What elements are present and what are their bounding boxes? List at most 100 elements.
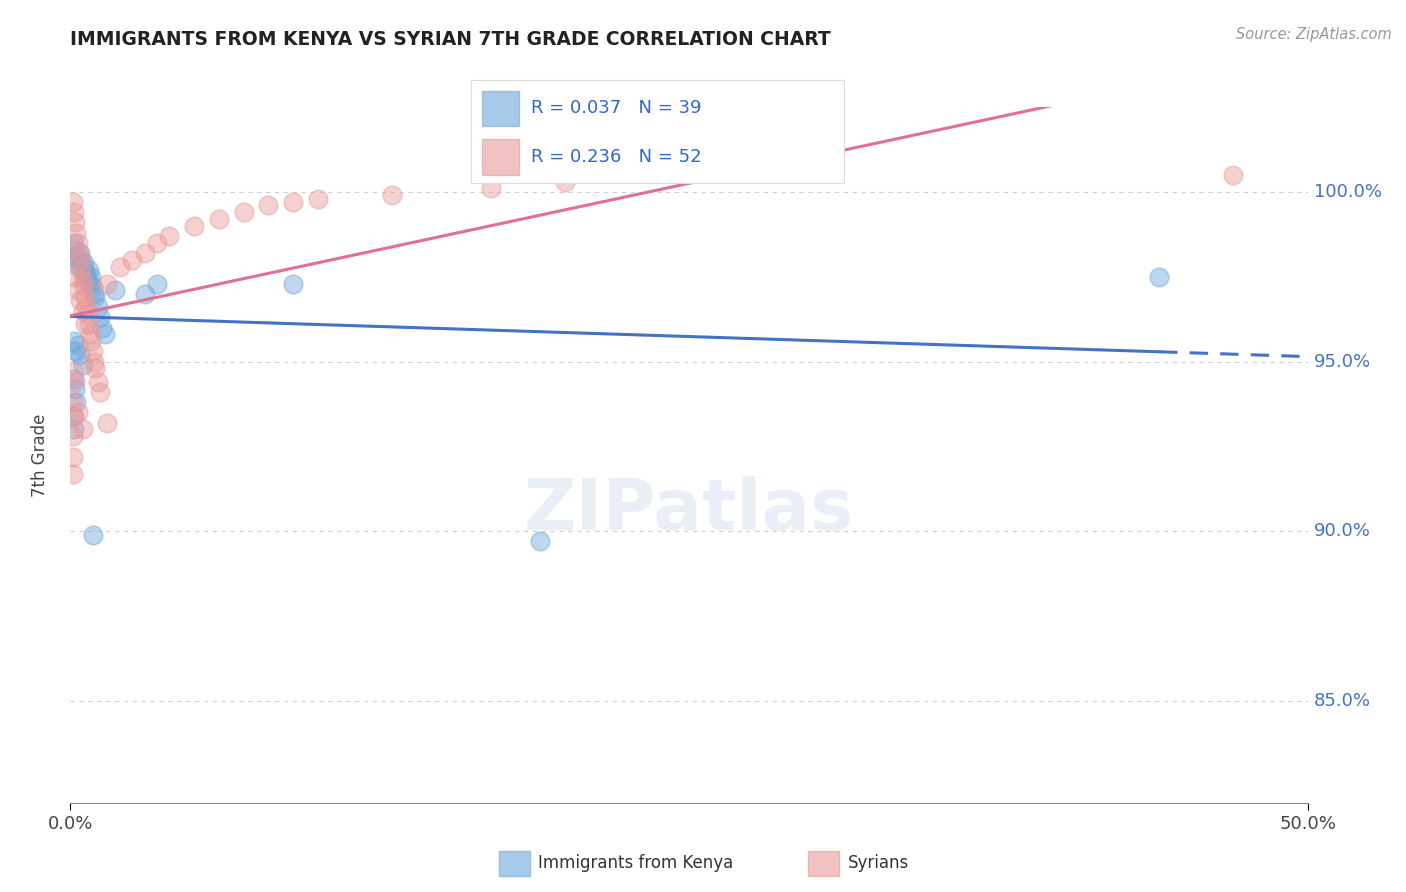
Text: ZIPatlas: ZIPatlas — [524, 476, 853, 545]
Point — [72, 422, 94, 436]
Text: 90.0%: 90.0% — [1313, 523, 1371, 541]
Point — [66, 252, 89, 267]
Point — [72, 273, 94, 287]
Point — [94, 327, 117, 342]
Point — [257, 198, 280, 212]
Point — [63, 409, 86, 423]
Point — [83, 354, 105, 368]
Point — [281, 277, 304, 291]
Point — [63, 422, 86, 436]
FancyBboxPatch shape — [482, 91, 519, 127]
Text: R = 0.236   N = 52: R = 0.236 N = 52 — [530, 148, 702, 166]
Point — [65, 243, 87, 257]
Point — [86, 300, 108, 314]
Point — [96, 416, 118, 430]
Point — [63, 371, 86, 385]
Point — [84, 290, 107, 304]
Point — [529, 534, 551, 549]
Point — [82, 280, 104, 294]
Text: 100.0%: 100.0% — [1313, 183, 1382, 201]
Point — [77, 263, 100, 277]
Text: IMMIGRANTS FROM KENYA VS SYRIAN 7TH GRADE CORRELATION CHART: IMMIGRANTS FROM KENYA VS SYRIAN 7TH GRAD… — [70, 30, 831, 49]
Point — [1222, 168, 1244, 182]
Point — [62, 195, 84, 210]
Point — [62, 450, 84, 464]
Point — [73, 256, 96, 270]
Y-axis label: 7th Grade: 7th Grade — [31, 413, 49, 497]
Point — [86, 375, 108, 389]
Point — [75, 300, 97, 314]
Point — [183, 219, 205, 233]
Point — [79, 277, 101, 291]
Point — [66, 283, 89, 297]
Point — [69, 252, 91, 267]
Point — [75, 290, 97, 304]
Point — [69, 293, 91, 308]
Text: 95.0%: 95.0% — [1313, 352, 1371, 370]
Point — [69, 348, 91, 362]
Point — [381, 188, 404, 202]
Point — [72, 358, 94, 372]
Point — [75, 269, 97, 284]
Point — [157, 229, 180, 244]
Point — [67, 246, 90, 260]
Point — [63, 365, 86, 379]
Text: Source: ZipAtlas.com: Source: ZipAtlas.com — [1236, 27, 1392, 42]
Point — [63, 205, 86, 219]
Point — [121, 252, 143, 267]
Point — [82, 344, 104, 359]
Point — [67, 260, 90, 274]
Point — [69, 246, 91, 260]
Point — [80, 334, 103, 349]
Point — [79, 327, 101, 342]
Point — [62, 429, 84, 443]
Text: Immigrants from Kenya: Immigrants from Kenya — [538, 855, 734, 872]
Point — [66, 235, 89, 250]
Point — [80, 269, 103, 284]
Point — [83, 286, 105, 301]
Point — [89, 385, 111, 400]
Point — [91, 320, 114, 334]
FancyBboxPatch shape — [482, 139, 519, 175]
Point — [66, 337, 89, 351]
Text: 85.0%: 85.0% — [1313, 692, 1371, 710]
Point — [1147, 269, 1170, 284]
Point — [307, 192, 329, 206]
Point — [281, 195, 304, 210]
Point — [70, 252, 93, 267]
Point — [65, 344, 87, 359]
Point — [62, 467, 84, 481]
Point — [65, 395, 87, 409]
Point — [72, 263, 94, 277]
Point — [63, 235, 86, 250]
Point — [63, 334, 86, 349]
Point — [96, 277, 118, 291]
Point — [62, 409, 84, 423]
Point — [76, 273, 98, 287]
Point — [84, 361, 107, 376]
Point — [65, 226, 87, 240]
Point — [232, 205, 254, 219]
Point — [65, 382, 87, 396]
Point — [65, 215, 87, 229]
Point — [479, 181, 502, 195]
Point — [77, 318, 100, 332]
Point — [82, 527, 104, 541]
Point — [134, 246, 156, 260]
Text: R = 0.037   N = 39: R = 0.037 N = 39 — [530, 100, 702, 118]
Point — [104, 283, 127, 297]
Point — [146, 235, 169, 250]
Point — [134, 286, 156, 301]
Point — [75, 318, 97, 332]
Point — [146, 277, 169, 291]
Point — [65, 375, 87, 389]
Point — [75, 266, 97, 280]
Point — [72, 303, 94, 318]
Point — [89, 310, 111, 325]
Point — [108, 260, 131, 274]
Point — [73, 280, 96, 294]
Point — [65, 249, 87, 263]
Point — [76, 307, 98, 321]
Point — [65, 269, 87, 284]
Point — [208, 212, 231, 227]
